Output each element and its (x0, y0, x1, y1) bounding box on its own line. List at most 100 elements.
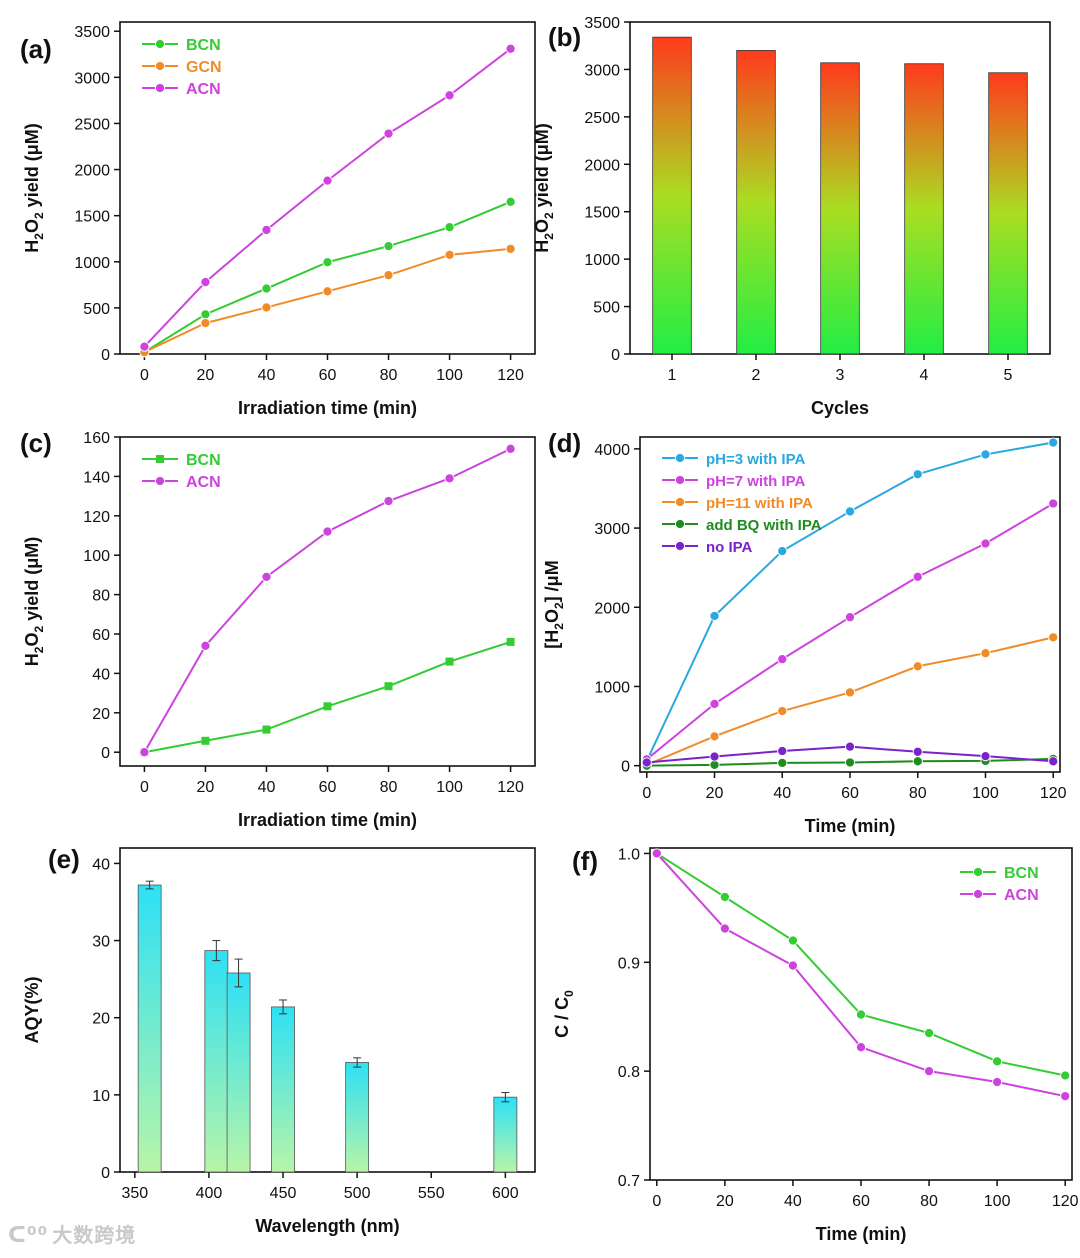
x-axis-title: Irradiation time (min) (238, 398, 417, 418)
x-tick-label: 100 (436, 367, 463, 384)
data-point (980, 751, 991, 762)
data-point (912, 469, 923, 480)
data-point (200, 318, 211, 329)
data-point (855, 1042, 867, 1053)
data-point (912, 756, 923, 767)
data-point (505, 43, 516, 54)
legend-label: ACN (186, 81, 221, 98)
data-point (139, 341, 150, 352)
legend-label: pH=3 with IPA (706, 451, 805, 468)
chart-panel-3: (c) 0 20 40 60 80 100 120 140 160 0 20 40 60 80 100 120 I… (20, 428, 536, 830)
legend-marker (674, 540, 686, 552)
y-tick-label: 1500 (584, 205, 620, 222)
legend-marker (674, 474, 686, 486)
data-point (844, 741, 856, 752)
data-point (777, 705, 788, 717)
x-tick-label: 20 (716, 1193, 734, 1210)
x-tick-label: 20 (197, 779, 215, 796)
x-tick-label: 2 (752, 367, 761, 384)
data-point (844, 757, 856, 768)
y-tick-label: 4000 (594, 442, 630, 459)
legend-marker (674, 496, 686, 508)
y-tick-label: 3500 (584, 15, 620, 32)
y-axis-title: H2O2 yield (μM) (22, 123, 46, 252)
data-point (1060, 1091, 1071, 1102)
data-point (200, 640, 211, 651)
data-point (719, 923, 730, 934)
data-point (506, 637, 515, 646)
panel-label: (b) (548, 22, 581, 52)
y-tick-label: 500 (593, 300, 620, 317)
plot-frame (119, 847, 536, 1173)
x-axis-title: Time (min) (805, 816, 896, 836)
data-point (323, 702, 332, 711)
plot-frame (119, 21, 536, 355)
data-point (322, 526, 333, 537)
y-tick-label: 0.7 (618, 1173, 640, 1190)
y-tick-label: 3000 (584, 62, 620, 79)
x-axis-title: Time (min) (816, 1224, 907, 1244)
y-tick-label: 1.0 (618, 846, 640, 863)
legend-marker (154, 60, 166, 72)
x-tick-label: 40 (784, 1193, 802, 1210)
data-point (777, 745, 788, 757)
data-point (1060, 1070, 1071, 1081)
y-tick-label: 0 (101, 347, 110, 364)
legend-label: ACN (186, 474, 221, 491)
data-point (200, 309, 211, 320)
y-tick-label: 80 (92, 588, 110, 605)
legend-label: no IPA (706, 539, 753, 556)
bar-cycle-3 (820, 62, 860, 355)
data-point (777, 654, 788, 665)
panel-label: (c) (20, 428, 52, 458)
x-tick-label: 40 (258, 367, 276, 384)
y-axis-title: C / C0 (552, 990, 576, 1038)
data-point (924, 1066, 935, 1077)
legend-marker (156, 455, 164, 463)
legend-marker (972, 866, 984, 878)
panel-label: (e) (48, 844, 80, 874)
data-point (445, 657, 454, 666)
data-point (322, 257, 333, 268)
bar-wavelength-600 (493, 1096, 518, 1173)
legend-label: BCN (186, 452, 221, 469)
x-tick-label: 120 (1040, 785, 1067, 802)
x-tick-label: 20 (706, 785, 724, 802)
y-tick-label: 2000 (74, 163, 110, 180)
data-point (262, 725, 271, 734)
x-axis-title: Irradiation time (min) (238, 810, 417, 830)
data-point (444, 222, 455, 233)
data-point (322, 175, 333, 186)
y-axis-title: [H2O2] /μM (542, 560, 566, 648)
data-point (505, 443, 516, 454)
data-point (992, 1056, 1003, 1067)
data-point (924, 1027, 935, 1039)
data-point (912, 661, 923, 672)
data-point (261, 283, 272, 294)
data-point (383, 128, 394, 139)
y-tick-label: 140 (83, 469, 110, 486)
legend-label: pH=7 with IPA (706, 473, 805, 490)
data-point (1048, 437, 1059, 448)
y-tick-label: 160 (83, 430, 110, 447)
x-tick-label: 3 (836, 367, 845, 384)
x-tick-label: 100 (436, 779, 463, 796)
y-tick-label: 40 (92, 666, 110, 683)
chart-panel-6: (f) 0.7 0.8 0.9 1.0 0 20 40 60 80 100 120 Time (min)… (552, 846, 1079, 1244)
x-tick-label: 350 (121, 1185, 148, 1202)
x-tick-label: 60 (841, 785, 859, 802)
bar-cycle-2 (736, 50, 776, 355)
y-tick-label: 0 (621, 759, 630, 776)
y-tick-label: 2000 (594, 600, 630, 617)
chart-panel-4: (d) 0 1000 2000 3000 4000 0 20 40 60 80 100 120 Time … (542, 428, 1067, 836)
data-point (709, 759, 720, 770)
x-tick-label: 60 (319, 367, 337, 384)
legend-label: add BQ with IPA (706, 517, 822, 534)
x-tick-label: 0 (652, 1193, 661, 1210)
data-point (201, 736, 210, 745)
y-tick-label: 1500 (74, 209, 110, 226)
watermark: ᑕ⁰⁰ 大数跨境 (8, 1219, 136, 1248)
data-point (787, 935, 798, 946)
x-tick-label: 60 (319, 779, 337, 796)
data-point (261, 571, 272, 582)
